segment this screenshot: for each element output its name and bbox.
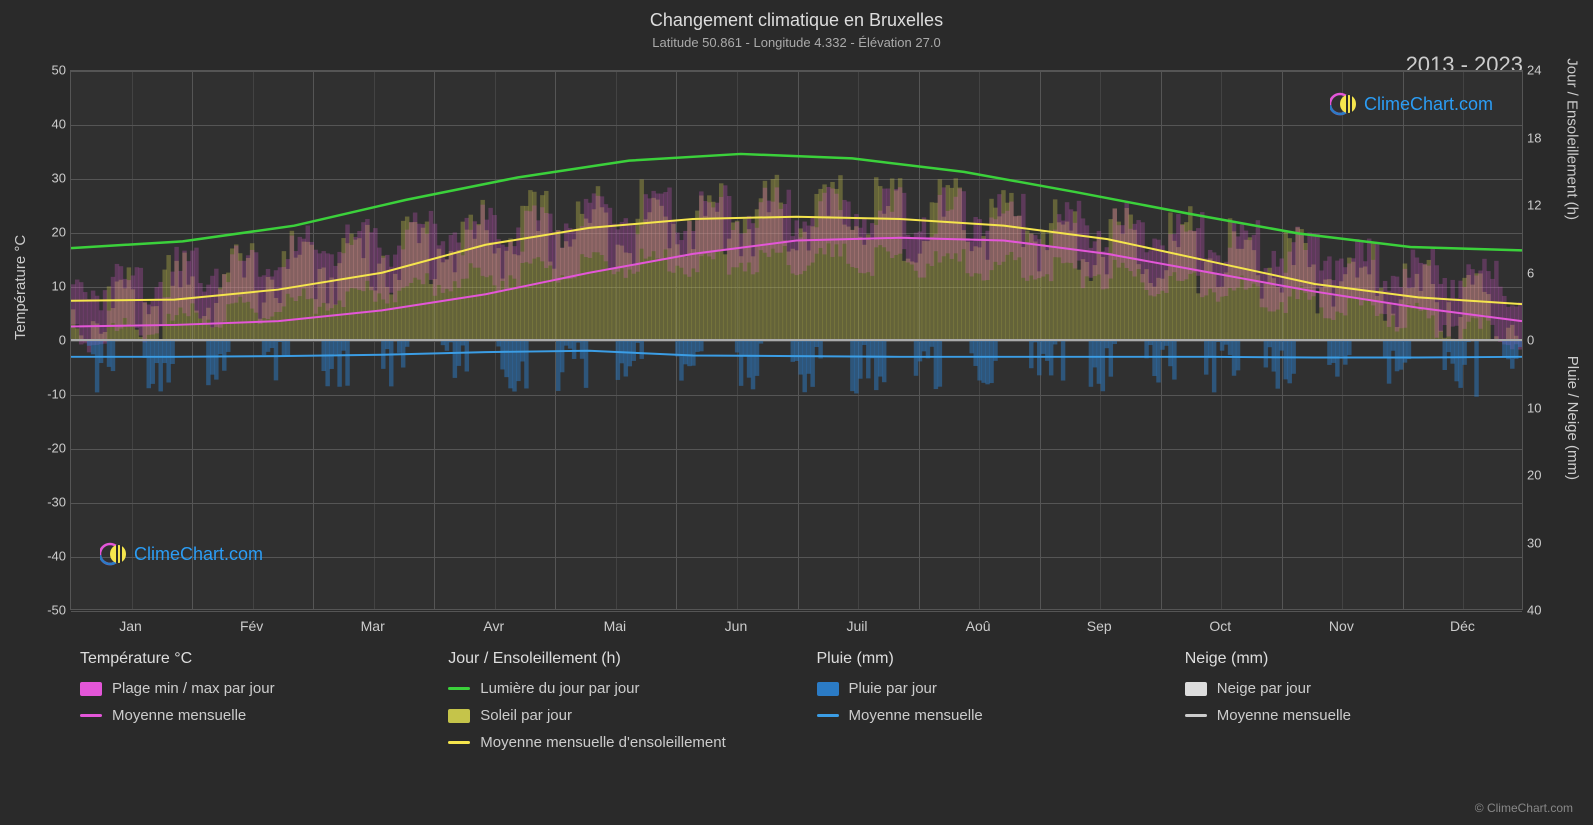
logo-text: ClimeChart.com (134, 544, 263, 565)
legend-item: Pluie par jour (817, 680, 1145, 697)
y-tick-left: 0 (38, 333, 66, 348)
legend-label: Moyenne mensuelle (112, 707, 246, 724)
climate-chart: Changement climatique en Bruxelles Latit… (0, 0, 1593, 825)
legend: Température °C Plage min / max par jour Mo… (80, 650, 1513, 761)
chart-svg (71, 71, 1522, 609)
legend-swatch (80, 682, 102, 696)
y-tick-right: 0 (1527, 333, 1555, 348)
legend-title: Température °C (80, 650, 408, 668)
x-tick-month: Déc (1450, 618, 1475, 634)
legend-swatch (1185, 714, 1207, 717)
logo-text: ClimeChart.com (1364, 94, 1493, 115)
y-tick-right: 10 (1527, 400, 1555, 415)
legend-label: Lumière du jour par jour (480, 680, 639, 697)
x-tick-month: Sep (1087, 618, 1112, 634)
x-tick-month: Mai (604, 618, 627, 634)
legend-swatch (817, 682, 839, 696)
legend-item: Soleil par jour (448, 707, 776, 724)
y-tick-left: 10 (38, 279, 66, 294)
y-tick-left: 50 (38, 63, 66, 78)
logo-top: ClimeChart.com (1330, 90, 1493, 118)
legend-label: Pluie par jour (849, 680, 937, 697)
x-tick-month: Avr (483, 618, 504, 634)
legend-item: Neige par jour (1185, 680, 1513, 697)
grid-line-h (71, 611, 1522, 612)
x-tick-month: Nov (1329, 618, 1354, 634)
y-tick-right: 40 (1527, 603, 1555, 618)
y-tick-left: 40 (38, 117, 66, 132)
y-tick-right: 12 (1527, 198, 1555, 213)
legend-swatch (448, 741, 470, 744)
legend-label: Neige par jour (1217, 680, 1311, 697)
x-tick-month: Aoû (966, 618, 991, 634)
climechart-icon (1330, 90, 1358, 118)
legend-column: Neige (mm) Neige par jour Moyenne mensuell… (1185, 650, 1513, 761)
chart-subtitle: Latitude 50.861 - Longitude 4.332 - Élév… (0, 31, 1593, 50)
legend-column: Température °C Plage min / max par jour Mo… (80, 650, 408, 761)
legend-label: Soleil par jour (480, 707, 572, 724)
legend-title: Jour / Ensoleillement (h) (448, 650, 776, 668)
legend-column: Pluie (mm) Pluie par jour Moyenne mensuell… (817, 650, 1145, 761)
y-axis-right-bottom-label: Pluie / Neige (mm) (1564, 356, 1581, 480)
y-tick-left: -40 (38, 549, 66, 564)
legend-item: Moyenne mensuelle (80, 707, 408, 724)
x-tick-month: Mar (361, 618, 385, 634)
legend-label: Moyenne mensuelle (849, 707, 983, 724)
y-tick-right: 18 (1527, 130, 1555, 145)
y-tick-left: -20 (38, 441, 66, 456)
logo-bottom: ClimeChart.com (100, 540, 263, 568)
y-tick-left: 30 (38, 171, 66, 186)
legend-item: Moyenne mensuelle (817, 707, 1145, 724)
climechart-icon (100, 540, 128, 568)
x-tick-month: Jan (119, 618, 142, 634)
legend-label: Moyenne mensuelle d'ensoleillement (480, 734, 726, 751)
legend-swatch (448, 687, 470, 690)
legend-title: Pluie (mm) (817, 650, 1145, 668)
y-tick-right: 30 (1527, 535, 1555, 550)
legend-label: Moyenne mensuelle (1217, 707, 1351, 724)
legend-column: Jour / Ensoleillement (h) Lumière du jour… (448, 650, 776, 761)
legend-item: Plage min / max par jour (80, 680, 408, 697)
legend-swatch (817, 714, 839, 717)
y-tick-right: 24 (1527, 63, 1555, 78)
x-tick-month: Jun (725, 618, 748, 634)
legend-label: Plage min / max par jour (112, 680, 275, 697)
x-tick-month: Fév (240, 618, 263, 634)
y-tick-left: 20 (38, 225, 66, 240)
y-tick-left: -50 (38, 603, 66, 618)
legend-item: Moyenne mensuelle (1185, 707, 1513, 724)
y-tick-right: 6 (1527, 265, 1555, 280)
copyright: © ClimeChart.com (1475, 801, 1573, 815)
y-axis-right-top-label: Jour / Ensoleillement (h) (1564, 58, 1581, 220)
y-tick-right: 20 (1527, 468, 1555, 483)
legend-swatch (448, 709, 470, 723)
plot-area (70, 70, 1523, 610)
legend-item: Lumière du jour par jour (448, 680, 776, 697)
y-tick-left: -30 (38, 495, 66, 510)
legend-swatch (1185, 682, 1207, 696)
legend-item: Moyenne mensuelle d'ensoleillement (448, 734, 776, 751)
chart-title: Changement climatique en Bruxelles (0, 0, 1593, 31)
x-tick-month: Juil (847, 618, 868, 634)
y-tick-left: -10 (38, 387, 66, 402)
legend-swatch (80, 714, 102, 717)
y-axis-left-label: Température °C (12, 235, 29, 340)
legend-title: Neige (mm) (1185, 650, 1513, 668)
x-tick-month: Oct (1209, 618, 1231, 634)
